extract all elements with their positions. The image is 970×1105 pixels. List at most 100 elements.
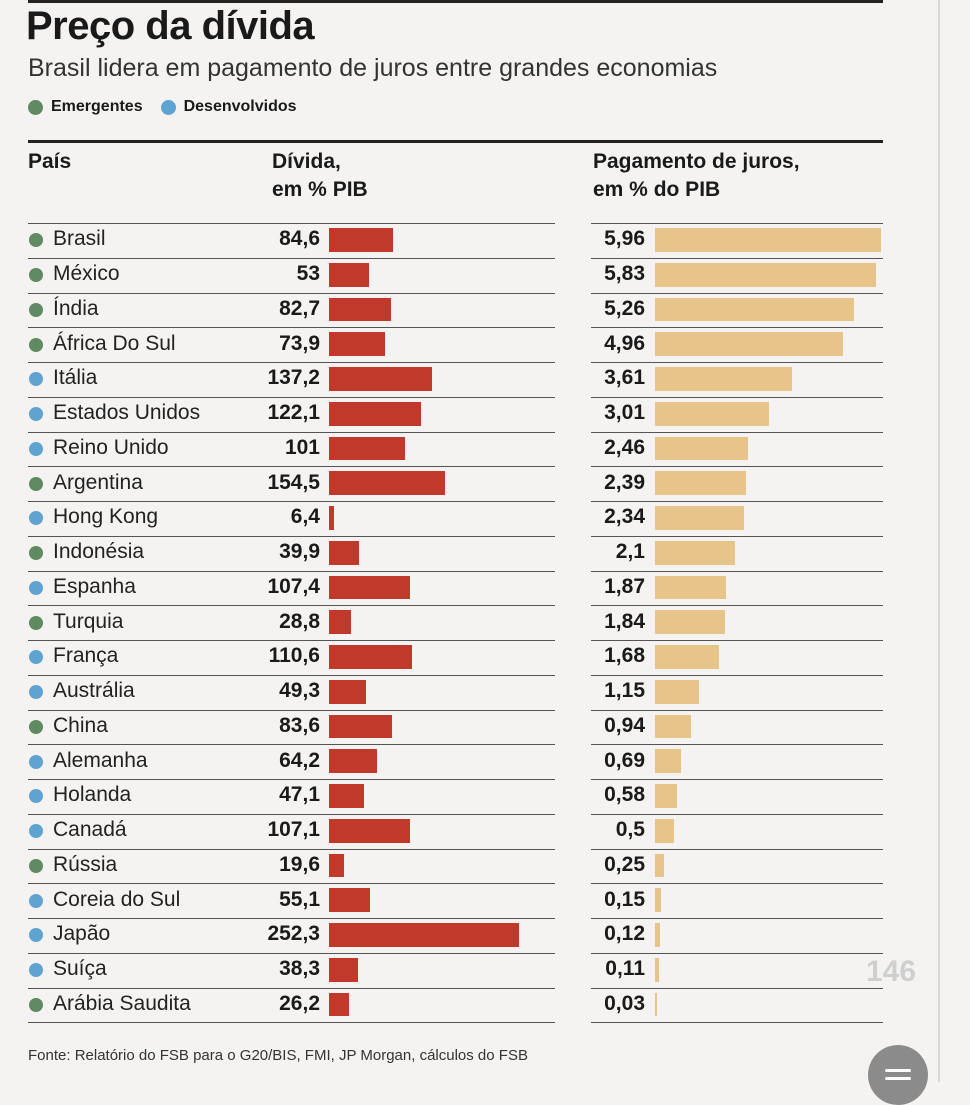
- interest-bar: [655, 645, 719, 669]
- debt-bar: [329, 262, 369, 287]
- row-rule-left: [28, 431, 555, 433]
- right-edge-rule: [938, 0, 940, 1082]
- country-label: Alemanha: [53, 748, 148, 772]
- country-dot: [29, 615, 43, 630]
- debt-bar: [329, 367, 433, 391]
- country-label: Holanda: [53, 783, 132, 807]
- debt-value-label: 28,8: [279, 609, 320, 633]
- country-dot: [29, 789, 43, 804]
- interest-value-label: 0,03: [604, 991, 645, 1015]
- debt-value-label: 49,3: [279, 679, 320, 703]
- interest-bar: [655, 401, 770, 426]
- country-dot: [29, 337, 43, 352]
- row-rule-left: [28, 466, 555, 468]
- data-table: Brasil 84,6 5,96 México 53 5,83 Índia 82,7 5,26 Á…: [28, 223, 883, 1024]
- interest-bar: [655, 575, 726, 600]
- debt-bar: [329, 332, 385, 356]
- row-rule-left: [28, 570, 555, 572]
- interest-bar: [655, 228, 881, 252]
- debt-bar: [329, 436, 406, 461]
- row-rule-right: [591, 501, 883, 502]
- country-dot: [29, 407, 43, 422]
- country-label: Rússia: [53, 852, 118, 876]
- country-dot: [29, 650, 43, 665]
- country-label: Coreia do Sul: [53, 887, 181, 911]
- row-rule-right: [591, 466, 883, 468]
- country-dot: [29, 997, 43, 1012]
- debt-bar: [329, 610, 351, 634]
- debt-value-label: 47,1: [279, 783, 320, 807]
- interest-value-label: 0,69: [604, 748, 645, 772]
- debt-bar: [329, 992, 349, 1017]
- interest-value-label: 0,12: [604, 922, 645, 946]
- debt-value-label: 64,2: [279, 748, 320, 772]
- row-rule-right: [591, 257, 883, 259]
- country-dot: [29, 893, 43, 908]
- row-rule-right: [591, 396, 883, 398]
- interest-bar: [655, 818, 674, 843]
- debt-value-label: 53: [296, 262, 320, 286]
- legend-label-desenvolvidos: Desenvolvidos: [183, 98, 297, 115]
- row-rule-left: [28, 987, 555, 989]
- menu-icon-line: [885, 1077, 911, 1080]
- debt-bar: [329, 853, 344, 878]
- row-rule-right: [591, 570, 883, 572]
- debt-value-label: 82,7: [279, 296, 320, 320]
- country-dot: [29, 580, 43, 595]
- debt-value-label: 107,4: [267, 574, 320, 598]
- interest-value-label: 1,68: [604, 644, 645, 668]
- interest-bar: [655, 923, 660, 947]
- column-header-country: País: [28, 148, 71, 176]
- interest-value-label: 5,26: [604, 296, 645, 320]
- debt-bar: [329, 228, 393, 252]
- row-rule-top-right: [591, 223, 883, 224]
- country-label: África Do Sul: [53, 331, 176, 355]
- row-rule-top-left: [28, 223, 555, 224]
- interest-bar: [655, 992, 657, 1017]
- country-label: Reino Unido: [53, 435, 169, 459]
- country-dot: [29, 963, 43, 978]
- row-rule-left: [28, 640, 555, 641]
- row-rule-left: [28, 535, 555, 537]
- country-dot: [29, 372, 43, 387]
- debt-bar: [329, 575, 410, 600]
- column-header-country-text: País: [28, 150, 72, 173]
- row-rule-right: [591, 292, 883, 294]
- country-label: China: [53, 713, 108, 737]
- menu-button[interactable]: [868, 1045, 928, 1105]
- country-dot: [29, 685, 43, 700]
- country-dot: [29, 233, 43, 248]
- legend: Emergentes Desenvolvidos: [28, 98, 315, 116]
- debt-bar: [329, 888, 371, 912]
- debt-value-label: 84,6: [279, 227, 320, 251]
- row-rule-left: [28, 327, 555, 329]
- interest-value-label: 0,15: [604, 887, 645, 911]
- interest-value-label: 2,46: [604, 435, 645, 459]
- debt-bar: [329, 749, 378, 773]
- interest-value-label: 0,94: [604, 713, 645, 737]
- interest-value-label: 1,15: [604, 679, 645, 703]
- debt-value-label: 154,5: [267, 470, 320, 494]
- row-rule-left: [28, 848, 555, 850]
- chart-title: Preço da dívida: [26, 4, 315, 48]
- debt-bar: [329, 957, 358, 982]
- interest-value-label: 0,11: [605, 957, 645, 981]
- debt-value-label: 26,2: [279, 991, 320, 1015]
- interest-bar: [655, 888, 661, 912]
- debt-value-label: 122,1: [267, 401, 320, 425]
- column-header-interest-line1: Pagamento de juros,: [593, 150, 800, 173]
- debt-value-label: 55,1: [279, 887, 320, 911]
- interest-bar: [655, 436, 749, 461]
- debt-value-label: 39,9: [279, 540, 320, 564]
- interest-bar: [655, 297, 855, 322]
- debt-value-label: 19,6: [279, 852, 320, 876]
- debt-bar: [329, 714, 392, 739]
- interest-value-label: 2,39: [604, 470, 645, 494]
- interest-value-label: 1,87: [604, 574, 645, 598]
- row-rule-left: [28, 1022, 555, 1024]
- debt-bar: [329, 923, 519, 947]
- row-rule-left: [28, 883, 555, 885]
- row-rule-left: [28, 396, 555, 398]
- country-dot: [29, 476, 43, 491]
- legend-item-desenvolvidos: Desenvolvidos: [160, 98, 297, 116]
